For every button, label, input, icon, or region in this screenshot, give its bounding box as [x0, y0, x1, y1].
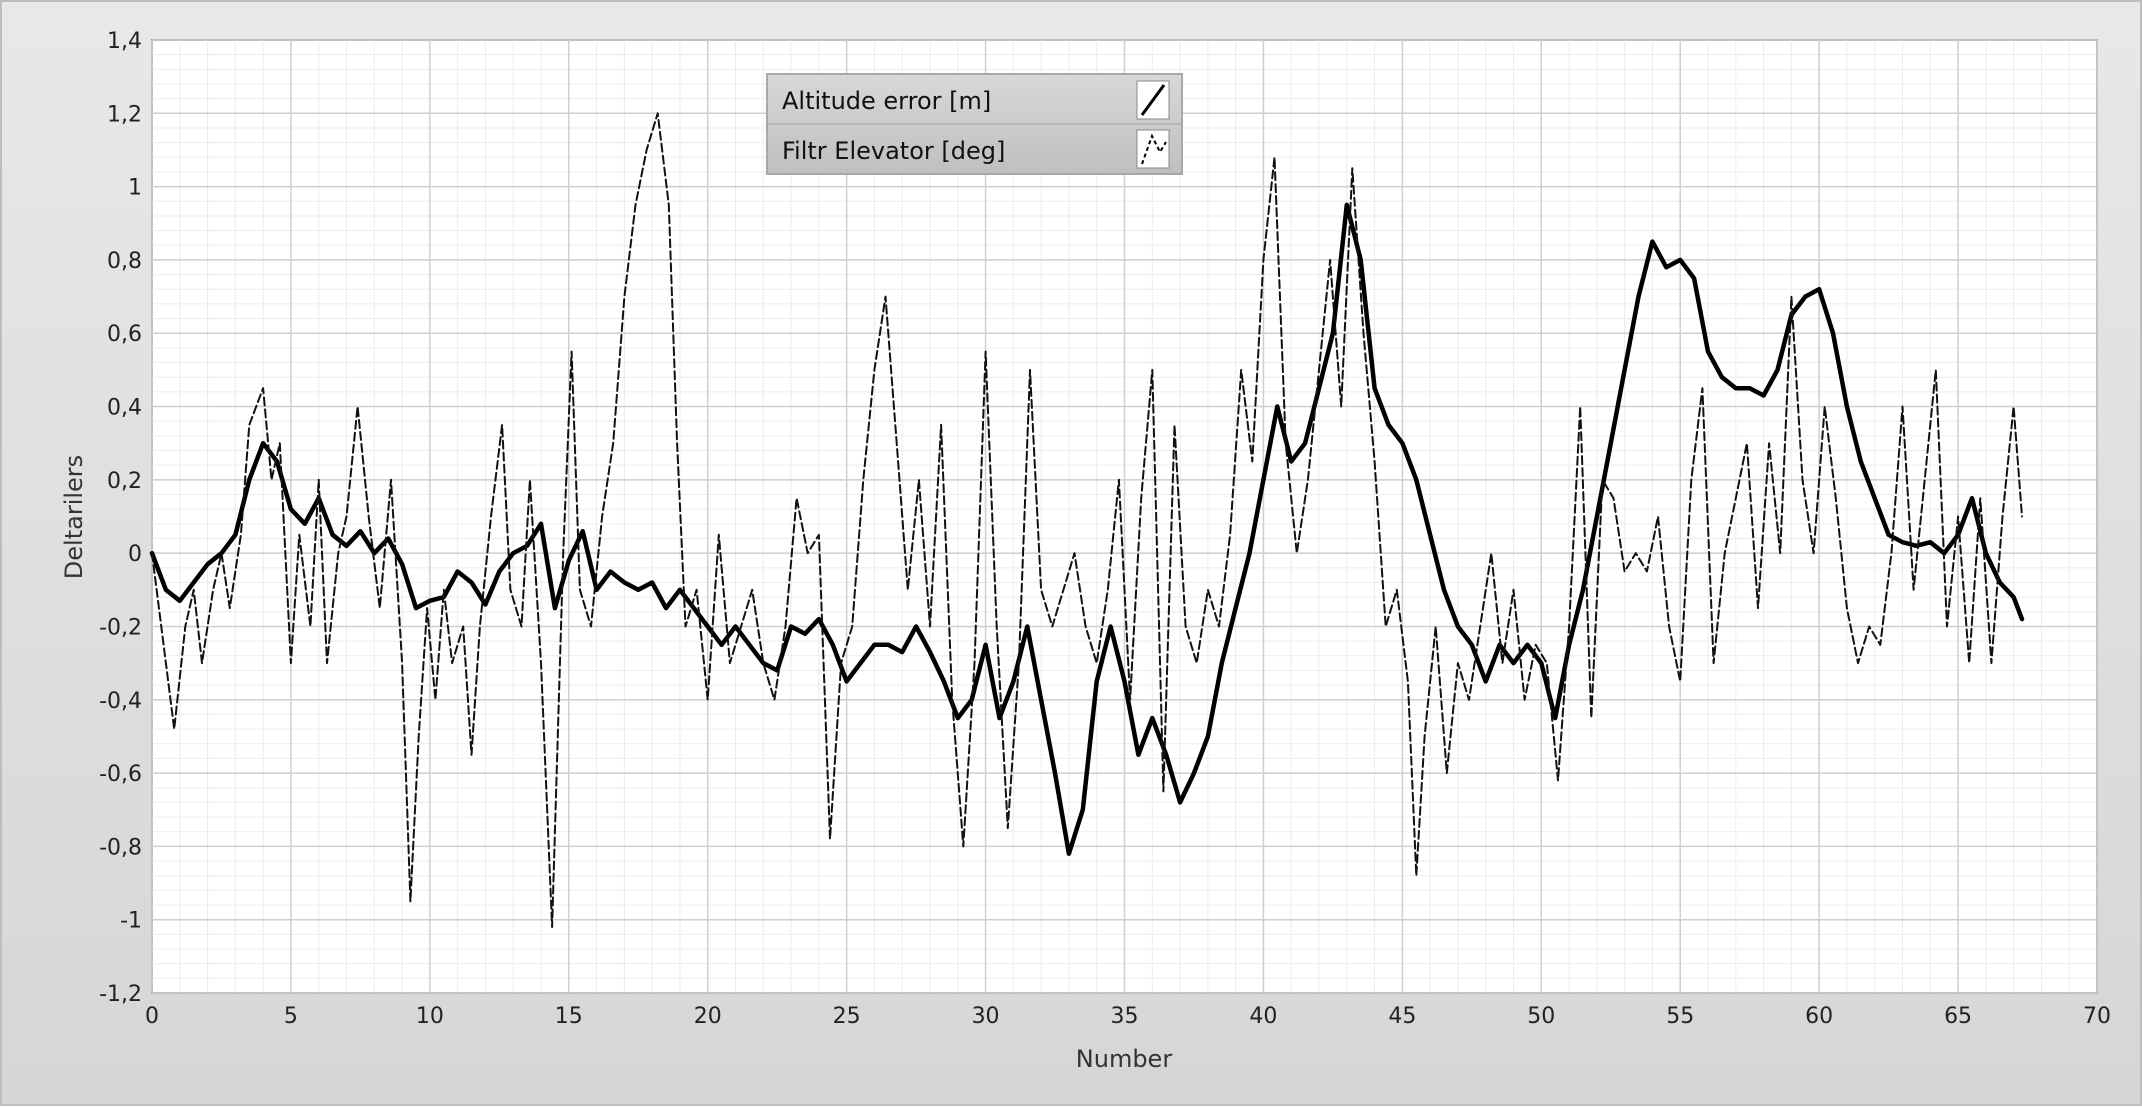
legend-label-filtr-elevator: Filtr Elevator [deg]	[782, 137, 1005, 165]
y-tick-label: 0,6	[107, 322, 142, 347]
x-tick-label: 55	[1666, 1004, 1694, 1029]
y-tick-labels: -1,2 -1 -0,8 -0,6 -0,4 -0,2 0 0,2 0,4 0,6 0,8 1 1,2 1…	[99, 29, 142, 1007]
series-line-filtr-elevator	[151, 112, 2023, 928]
y-tick-label: 0,4	[107, 396, 142, 421]
x-tick-label: 20	[694, 1004, 722, 1029]
x-tick-label: 35	[1111, 1004, 1139, 1029]
y-tick-label: -1	[120, 909, 142, 934]
y-tick-label: 1	[128, 176, 142, 201]
legend-line-icon	[1140, 84, 1166, 116]
x-tick-label: 10	[416, 1004, 444, 1029]
legend-item-filtr-elevator: Filtr Elevator [deg]	[782, 129, 1170, 169]
y-tick-label: -0,8	[99, 835, 142, 860]
x-tick-label: 25	[833, 1004, 861, 1029]
y-tick-label: 0	[128, 542, 142, 567]
y-axis-title: Deltarilers	[60, 455, 88, 579]
x-axis-title: Number	[1076, 1045, 1173, 1073]
y-tick-label: 0,8	[107, 249, 142, 274]
y-tick-label: 1,4	[107, 29, 142, 54]
x-tick-label: 15	[555, 1004, 583, 1029]
x-tick-label: 30	[972, 1004, 1000, 1029]
x-tick-label: 50	[1527, 1004, 1555, 1029]
legend: Altitude error [m] Filtr Elevator [deg]	[766, 73, 1183, 175]
y-tick-label: 1,2	[107, 102, 142, 127]
series-line-altitude-error	[149, 202, 2025, 856]
series-layer	[149, 112, 2025, 928]
legend-label-altitude-error: Altitude error [m]	[782, 87, 991, 115]
x-tick-label: 40	[1249, 1004, 1277, 1029]
legend-dashed-line-icon	[1141, 133, 1167, 165]
x-tick-label: 5	[284, 1004, 298, 1029]
x-tick-labels: 0 5 10 15 20 25 30 35 40 45 50 55 60 65 70	[145, 1004, 2111, 1029]
y-tick-label: -1,2	[99, 982, 142, 1007]
x-tick-label: 45	[1388, 1004, 1416, 1029]
x-tick-label: 60	[1805, 1004, 1833, 1029]
y-tick-label: -0,4	[99, 689, 142, 714]
x-tick-label: 0	[145, 1004, 159, 1029]
y-tick-label: -0,6	[99, 762, 142, 787]
legend-item-altitude-error: Altitude error [m]	[782, 80, 1170, 120]
y-tick-label: 0,2	[107, 469, 142, 494]
y-tick-label: -0,2	[99, 615, 142, 640]
x-tick-label: 65	[1944, 1004, 1972, 1029]
major-grid	[151, 39, 2098, 994]
x-tick-label: 70	[2083, 1004, 2111, 1029]
